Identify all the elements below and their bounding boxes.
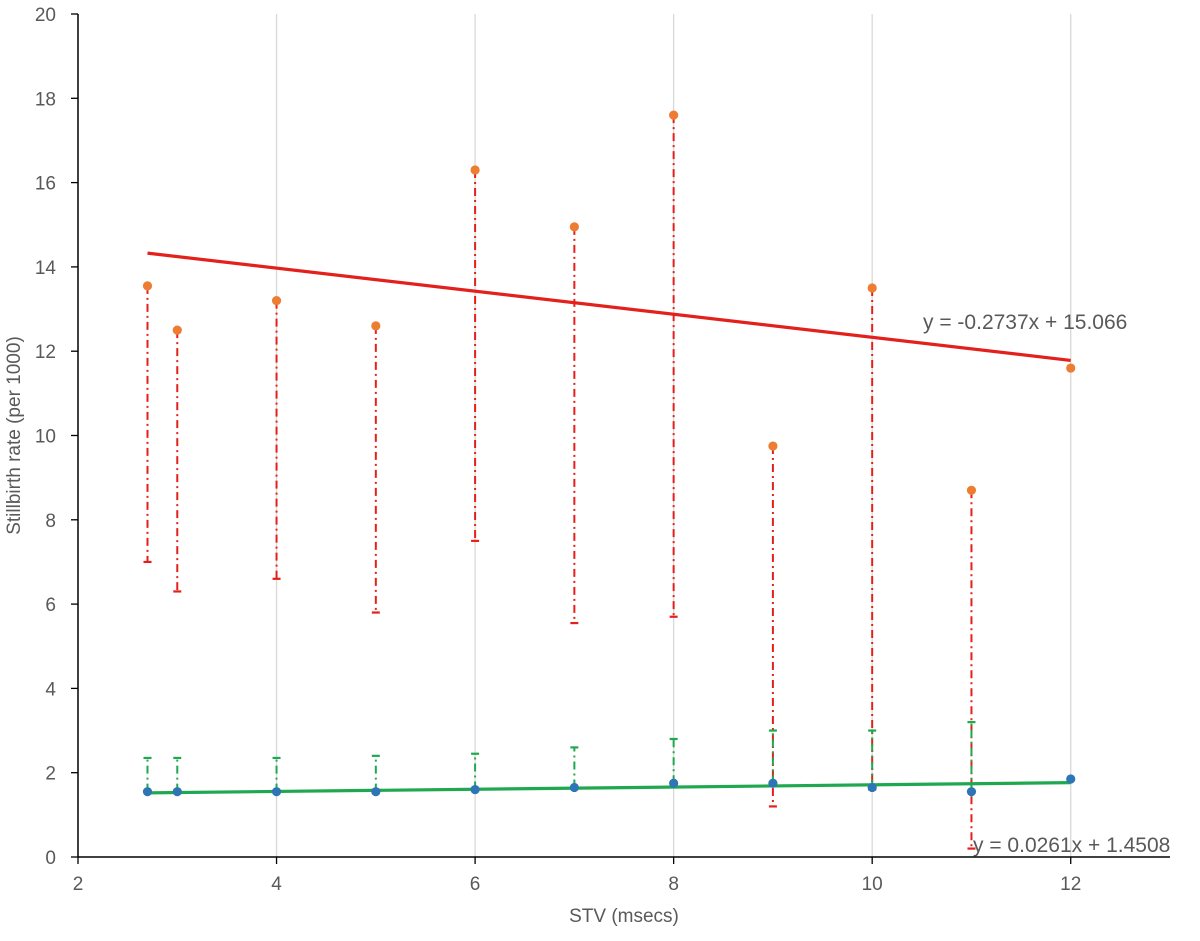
data-point-high-3 [371,321,381,331]
data-point-low-5 [569,782,579,793]
y-tick-label-8: 8 [45,511,56,532]
x-tick-label-8: 8 [668,874,679,895]
x-tick-label-12: 12 [1060,874,1081,895]
data-point-high-4 [470,165,480,175]
x-tick-label-10: 10 [862,874,883,895]
y-tick-label-6: 6 [45,595,56,616]
data-points [142,110,1076,797]
data-point-low-6 [669,778,679,788]
data-point-low-1 [172,787,182,797]
data-point-high-6 [669,110,679,120]
y-tick-label-4: 4 [45,679,56,700]
data-point-high-1 [172,325,182,335]
data-point-low-7 [768,778,778,788]
data-point-high-0 [142,281,153,291]
y-tick-label-2: 2 [45,764,56,785]
y-tick-label-16: 16 [35,174,56,195]
y-tick-label-14: 14 [35,258,57,279]
x-axis-title: STV (msecs) [569,906,679,927]
x-tick-label-4: 4 [271,874,282,895]
data-point-high-9 [966,485,977,495]
data-point-low-3 [371,787,381,797]
data-point-low-9 [966,787,977,797]
y-tick-label-10: 10 [35,427,56,448]
trendlines [147,251,1071,795]
data-point-high-8 [867,283,877,293]
data-point-low-8 [867,782,877,793]
data-point-high-7 [768,441,778,451]
trendline-equation-low: y = 0.0261x + 1.4508 [973,834,1170,857]
x-tick-label-2: 2 [73,874,84,895]
data-point-low-0 [142,787,153,797]
data-point-high-10 [1066,363,1076,373]
data-point-low-10 [1066,774,1076,784]
axes [71,13,1170,864]
trendline-equation-high: y = -0.2737x + 15.066 [923,311,1127,334]
y-tick-label-18: 18 [35,89,56,110]
y-axis-title: Stillbirth rate (per 1000) [4,336,25,535]
y-tick-label-20: 20 [35,5,56,26]
y-tick-label-0: 0 [45,848,56,869]
data-point-high-2 [271,296,282,306]
data-point-low-4 [470,784,480,795]
y-tick-label-12: 12 [35,342,56,363]
data-point-high-5 [569,222,579,232]
data-point-low-2 [271,787,282,797]
error-bars [143,115,976,850]
trendline-low [147,781,1071,795]
trendline-high [147,251,1071,362]
x-tick-label-6: 6 [470,874,481,895]
